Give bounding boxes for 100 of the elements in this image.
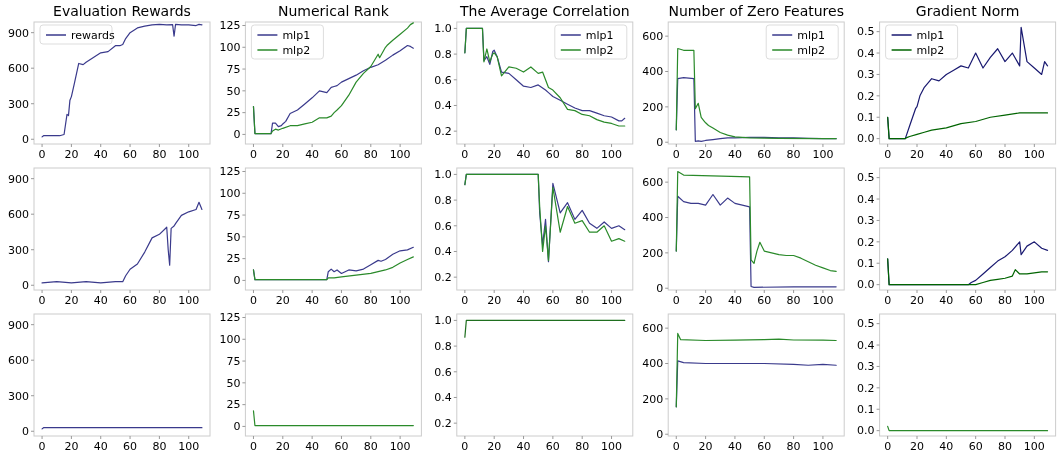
y-tick-label: 1.0 xyxy=(434,168,452,182)
y-tick-label: 0 xyxy=(233,274,241,288)
y-tick-label: 50 xyxy=(226,376,241,390)
y-tick-label: 75 xyxy=(226,62,241,76)
x-tick-label: 80 xyxy=(786,294,801,307)
y-tick-label: 0.4 xyxy=(857,338,875,352)
x-tick-label: 80 xyxy=(152,294,167,307)
x-tick-label: 60 xyxy=(334,440,349,453)
y-tick-label: 600 xyxy=(642,321,664,335)
x-tick-label: 80 xyxy=(786,148,801,161)
x-tick-label: 100 xyxy=(389,294,411,307)
y-tick-label: 100 xyxy=(219,41,241,55)
line-series xyxy=(252,22,414,135)
x-tick-label: 20 xyxy=(910,294,924,307)
y-tick-label: 50 xyxy=(226,230,241,244)
x-tick-label: 100 xyxy=(178,294,200,307)
x-tick-label: 20 xyxy=(698,440,713,453)
x-tick-label: 0 xyxy=(461,440,469,453)
x-tick-label: 20 xyxy=(487,440,502,453)
line-series xyxy=(887,112,1049,140)
x-tick-label: 80 xyxy=(575,440,590,453)
line-series xyxy=(887,258,1049,286)
x-tick-label: 20 xyxy=(487,294,502,307)
legend-label: rewards xyxy=(71,28,116,42)
x-tick-label: 0 xyxy=(884,294,892,307)
y-tick-label: 0.2 xyxy=(857,381,875,395)
y-tick-label: 0.2 xyxy=(857,235,875,249)
y-tick-label: 0.0 xyxy=(857,424,875,438)
x-tick-label: 0 xyxy=(461,148,469,161)
y-tick-label: 0.1 xyxy=(857,257,875,271)
y-tick-label: 0.3 xyxy=(857,68,875,82)
x-tick-label: 80 xyxy=(998,294,1012,307)
y-tick-label: 400 xyxy=(642,211,664,225)
x-tick-label: 0 xyxy=(38,148,46,161)
x-tick-label: 60 xyxy=(545,440,560,453)
x-tick-label: 100 xyxy=(601,294,623,307)
y-tick-label: 0.5 xyxy=(857,317,875,331)
x-tick-label: 80 xyxy=(363,440,378,453)
y-tick-label: 0.5 xyxy=(857,171,875,185)
y-tick-label: 900 xyxy=(8,26,29,40)
y-tick-label: 25 xyxy=(226,398,241,412)
x-tick-label: 20 xyxy=(910,148,924,161)
x-tick-label: 60 xyxy=(334,294,349,307)
y-tick-label: 0 xyxy=(656,136,664,150)
x-tick-label: 100 xyxy=(812,294,834,307)
y-tick-label: 0.0 xyxy=(857,132,875,146)
y-tick-label: 0.2 xyxy=(434,271,452,285)
x-tick-label: 40 xyxy=(93,440,108,453)
y-tick-label: 100 xyxy=(219,333,241,347)
line-series xyxy=(252,256,414,281)
x-tick-label: 60 xyxy=(545,294,560,307)
y-tick-label: 0.1 xyxy=(857,403,875,417)
x-tick-label: 100 xyxy=(601,440,623,453)
legend-label: mlp1 xyxy=(916,28,945,42)
x-tick-label: 40 xyxy=(939,440,954,453)
x-tick-label: 0 xyxy=(672,294,680,307)
legend-label: mlp2 xyxy=(916,43,945,57)
chart-title: Number of Zero Features xyxy=(668,3,844,19)
x-tick-label: 0 xyxy=(249,148,257,161)
x-tick-label: 20 xyxy=(64,294,79,307)
chart-title: Evaluation Rewards xyxy=(53,3,191,19)
y-tick-label: 900 xyxy=(8,318,29,332)
chart-title: Numerical Rank xyxy=(277,3,390,19)
y-tick-label: 0.0 xyxy=(857,278,875,292)
y-tick-label: 400 xyxy=(642,65,664,79)
x-tick-label: 60 xyxy=(334,148,349,161)
y-tick-label: 100 xyxy=(219,187,241,201)
x-tick-label: 100 xyxy=(601,148,623,161)
x-tick-label: 60 xyxy=(968,148,983,161)
y-tick-label: 75 xyxy=(226,354,241,368)
line-series xyxy=(41,23,203,138)
x-tick-label: 0 xyxy=(461,294,469,307)
x-tick-label: 100 xyxy=(1023,148,1045,161)
y-tick-label: 0.2 xyxy=(434,125,452,139)
x-tick-label: 20 xyxy=(64,440,79,453)
x-tick-label: 60 xyxy=(123,440,138,453)
x-tick-label: 80 xyxy=(363,294,378,307)
x-tick-label: 60 xyxy=(968,440,983,453)
x-tick-label: 20 xyxy=(275,294,290,307)
x-tick-label: 80 xyxy=(363,148,378,161)
x-tick-label: 40 xyxy=(305,148,320,161)
y-tick-label: 900 xyxy=(8,172,29,186)
y-tick-label: 0 xyxy=(656,428,664,442)
y-tick-label: 125 xyxy=(219,311,241,325)
y-tick-label: 0.8 xyxy=(434,339,452,353)
y-tick-label: 0.6 xyxy=(434,73,452,87)
x-tick-label: 60 xyxy=(968,294,983,307)
y-tick-label: 0.3 xyxy=(857,360,875,374)
chart-title: The Average Correlation xyxy=(458,3,630,19)
x-tick-label: 80 xyxy=(998,440,1012,453)
x-tick-label: 100 xyxy=(389,440,411,453)
x-tick-label: 40 xyxy=(93,294,108,307)
y-tick-label: 25 xyxy=(226,106,241,120)
x-tick-label: 100 xyxy=(1023,294,1045,307)
y-tick-label: 125 xyxy=(219,165,241,179)
x-tick-label: 0 xyxy=(884,440,892,453)
x-tick-label: 40 xyxy=(727,440,742,453)
x-tick-label: 20 xyxy=(698,294,713,307)
y-tick-label: 0.4 xyxy=(434,245,452,259)
y-tick-label: 0 xyxy=(22,133,29,147)
